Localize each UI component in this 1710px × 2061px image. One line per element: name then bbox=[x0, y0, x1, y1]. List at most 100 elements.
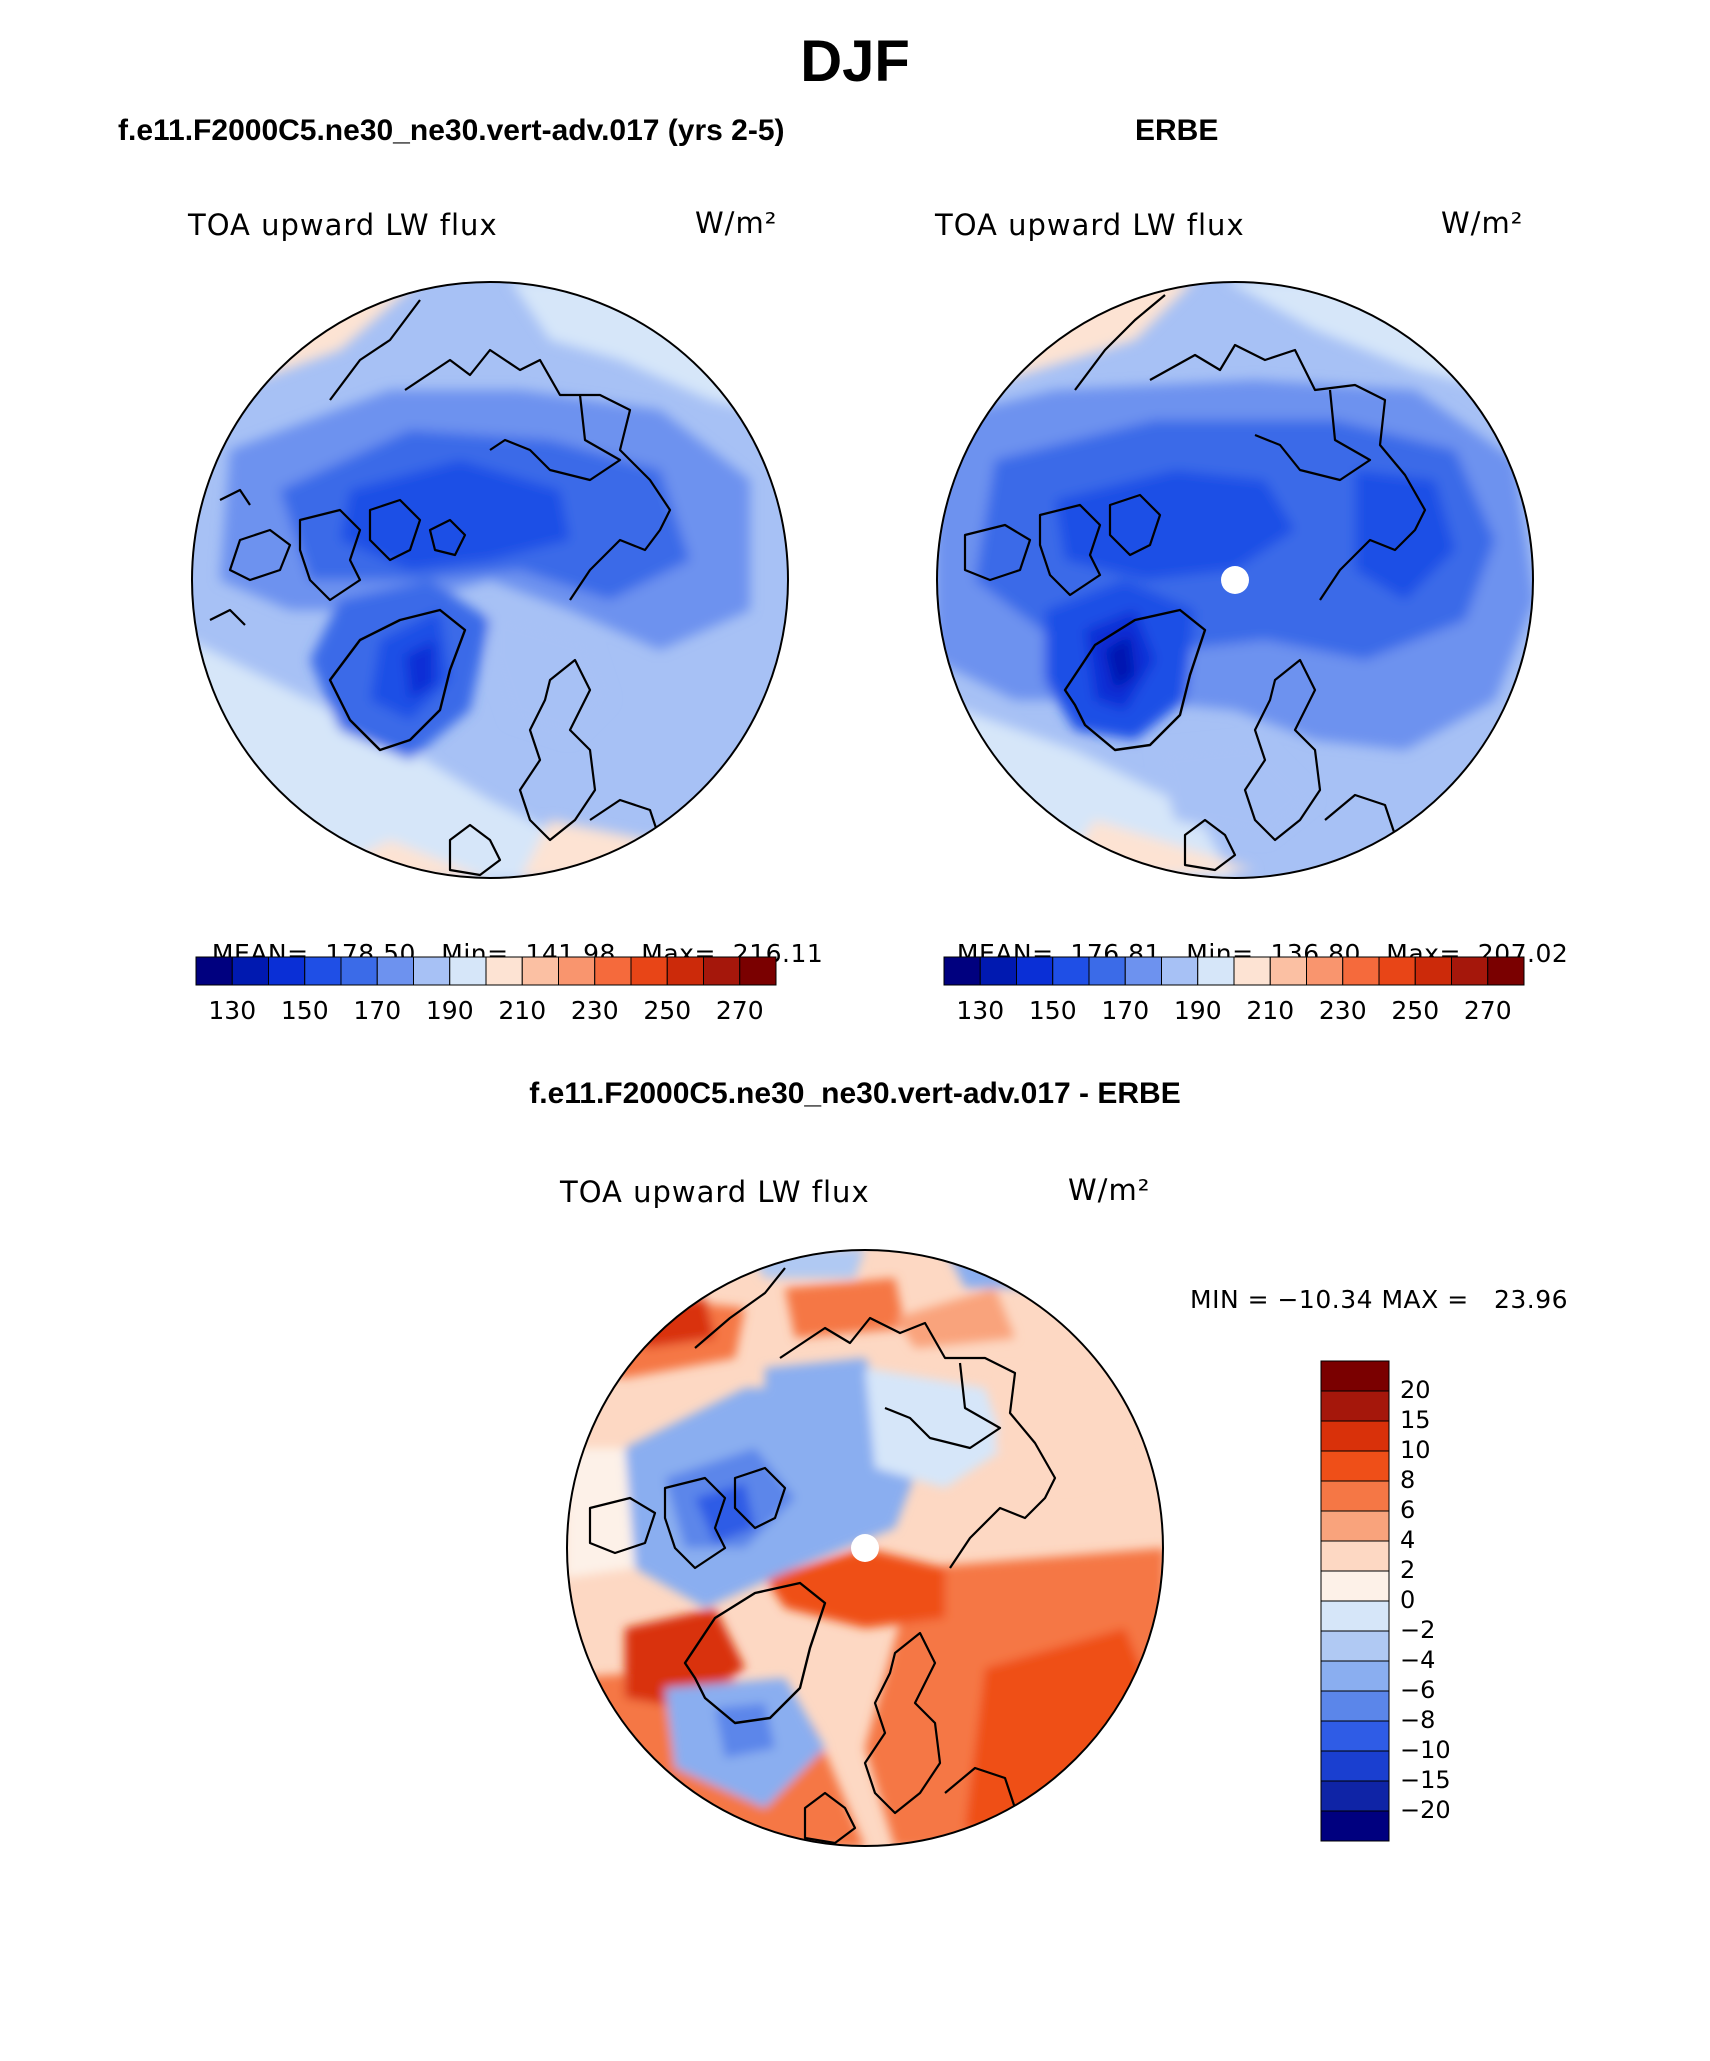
panel2-map-boundary bbox=[936, 281, 1534, 879]
panel1-colorbar-box-14 bbox=[703, 956, 741, 986]
panel1-colorbar-box-7 bbox=[449, 956, 487, 986]
panel3-colorbar-box-11 bbox=[1320, 1690, 1390, 1722]
panel3-colorbar-tick-label: −2 bbox=[1400, 1616, 1436, 1644]
panel1-colorbar-box-10 bbox=[558, 956, 596, 986]
panel3-colorbar-box-15 bbox=[1320, 1810, 1390, 1842]
panel3-colorbar-tick-label: 4 bbox=[1400, 1526, 1416, 1554]
panel1-map-boundary bbox=[191, 281, 789, 879]
panel2-colorbar-tick-label: 150 bbox=[1028, 996, 1077, 1025]
panel3-colorbar-box-2 bbox=[1320, 1420, 1390, 1452]
panel2-colorbar-box-5 bbox=[1124, 956, 1162, 986]
panel1-colorbar-tick-label: 270 bbox=[715, 996, 764, 1025]
panel2-colorbar-box-4 bbox=[1088, 956, 1126, 986]
panel3-colorbar-box-5 bbox=[1320, 1510, 1390, 1542]
panel3-colorbar-tick-label: −15 bbox=[1400, 1766, 1451, 1794]
panel2-colorbar-box-11 bbox=[1342, 956, 1380, 986]
panel2-colorbar-box-9 bbox=[1269, 956, 1307, 986]
panel1-colorbar bbox=[195, 956, 777, 986]
panel2-colorbar bbox=[943, 956, 1525, 986]
panel3-colorbar-tick-label: 2 bbox=[1400, 1556, 1416, 1584]
panel1-colorbar-box-15 bbox=[739, 956, 777, 986]
panel2-colorbar-box-10 bbox=[1306, 956, 1344, 986]
page-title: DJF bbox=[800, 29, 910, 94]
panel2-pole-missing-data bbox=[1221, 566, 1249, 594]
panel3-colorbar-box-9 bbox=[1320, 1630, 1390, 1662]
panel1-colorbar-box-13 bbox=[666, 956, 704, 986]
panel1-colorbar-tick-label: 250 bbox=[643, 996, 692, 1025]
panel2-colorbar-box-2 bbox=[1016, 956, 1054, 986]
panel1-coastlines bbox=[209, 299, 672, 877]
panel3-map-boundary bbox=[566, 1249, 1164, 1847]
panel3-colorbar-tick-label: −4 bbox=[1400, 1646, 1436, 1674]
panel2-colorbar-box-0 bbox=[943, 956, 981, 986]
panel3-polar-map bbox=[566, 1249, 1164, 1847]
panel1-colorbar-box-2 bbox=[268, 956, 306, 986]
panel1-colorbar-tick-label: 130 bbox=[208, 996, 257, 1025]
panel3-colorbar-tick-label: −6 bbox=[1400, 1676, 1436, 1704]
panel3-colorbar-box-6 bbox=[1320, 1540, 1390, 1572]
panel3-colorbar-box-0 bbox=[1320, 1360, 1390, 1392]
panel3-colorbar-box-1 bbox=[1320, 1390, 1390, 1422]
panel2-colorbar-tick-label: 170 bbox=[1101, 996, 1150, 1025]
panel1-colorbar-box-0 bbox=[195, 956, 233, 986]
panel2-colorbar-box-13 bbox=[1414, 956, 1452, 986]
panel3-variable: TOA upward LW flux bbox=[560, 1175, 870, 1209]
panel1-polar-map bbox=[191, 281, 789, 879]
panel2-colorbar-box-14 bbox=[1451, 956, 1489, 986]
panel2-title: ERBE bbox=[1135, 114, 1219, 147]
panel1-colorbar-tick-label: 170 bbox=[353, 996, 402, 1025]
panel1-colorbar-box-4 bbox=[340, 956, 378, 986]
panel1-units: W/m² bbox=[695, 206, 778, 240]
panel2-colorbar-tick-label: 190 bbox=[1173, 996, 1222, 1025]
panel2-colorbar-tick-label: 250 bbox=[1391, 996, 1440, 1025]
panel2-colorbar-box-7 bbox=[1197, 956, 1235, 986]
panel3-title: f.e11.F2000C5.ne30_ne30.vert-adv.017 - E… bbox=[529, 1077, 1181, 1110]
panel3-minmax: MIN = −10.34 MAX = 23.96 bbox=[1190, 1285, 1569, 1314]
panel3-colorbar-tick-label: −10 bbox=[1400, 1736, 1451, 1764]
panel1-colorbar-box-12 bbox=[630, 956, 668, 986]
panel2-polar-map bbox=[936, 281, 1534, 879]
panel1-colorbar-box-11 bbox=[594, 956, 632, 986]
panel2-colorbar-tick-label: 210 bbox=[1246, 996, 1295, 1025]
panel3-colorbar-box-10 bbox=[1320, 1660, 1390, 1692]
panel1-colorbar-box-9 bbox=[521, 956, 559, 986]
panel3-colorbar-tick-label: 0 bbox=[1400, 1586, 1416, 1614]
panel1-colorbar-box-8 bbox=[485, 956, 523, 986]
panel3-colorbar-tick-label: −8 bbox=[1400, 1706, 1436, 1734]
panel1-colorbar-box-3 bbox=[304, 956, 342, 986]
panel3-coastlines bbox=[588, 1267, 1057, 1845]
panel2-colorbar-box-3 bbox=[1052, 956, 1090, 986]
panel2-colorbar-box-1 bbox=[979, 956, 1017, 986]
panel3-colorbar-box-12 bbox=[1320, 1720, 1390, 1752]
panel3-colorbar-box-14 bbox=[1320, 1780, 1390, 1812]
panel3-colorbar-box-8 bbox=[1320, 1600, 1390, 1632]
panel2-colorbar-box-8 bbox=[1233, 956, 1271, 986]
panel1-variable: TOA upward LW flux bbox=[188, 208, 498, 242]
panel3-colorbar-tick-label: 6 bbox=[1400, 1496, 1416, 1524]
panel2-colorbar-tick-label: 130 bbox=[956, 996, 1005, 1025]
panel1-colorbar-tick-label: 230 bbox=[570, 996, 619, 1025]
panel1-title: f.e11.F2000C5.ne30_ne30.vert-adv.017 (yr… bbox=[118, 114, 785, 147]
panel2-colorbar-box-15 bbox=[1487, 956, 1525, 986]
panel1-colorbar-box-5 bbox=[376, 956, 414, 986]
panel3-units: W/m² bbox=[1068, 1173, 1151, 1207]
panel2-colorbar-tick-label: 230 bbox=[1318, 996, 1367, 1025]
panel3-colorbar-box-4 bbox=[1320, 1480, 1390, 1512]
panel3-colorbar bbox=[1320, 1360, 1390, 1842]
panel2-colorbar-tick-label: 270 bbox=[1463, 996, 1512, 1025]
panel2-colorbar-box-12 bbox=[1378, 956, 1416, 986]
panel1-colorbar-tick-label: 210 bbox=[498, 996, 547, 1025]
panel1-colorbar-tick-label: 190 bbox=[425, 996, 474, 1025]
panel2-coastlines bbox=[963, 294, 1427, 872]
panel3-colorbar-tick-label: 15 bbox=[1400, 1406, 1431, 1434]
panel1-colorbar-box-1 bbox=[231, 956, 269, 986]
panel1-colorbar-box-6 bbox=[413, 956, 451, 986]
panel1-colorbar-tick-label: 150 bbox=[280, 996, 329, 1025]
panel2-units: W/m² bbox=[1441, 206, 1524, 240]
panel2-variable: TOA upward LW flux bbox=[935, 208, 1245, 242]
panel3-pole-missing-data bbox=[851, 1534, 879, 1562]
panel2-colorbar-box-6 bbox=[1161, 956, 1199, 986]
panel3-colorbar-tick-label: 8 bbox=[1400, 1466, 1416, 1494]
panel3-colorbar-box-3 bbox=[1320, 1450, 1390, 1482]
panel3-colorbar-tick-label: 20 bbox=[1400, 1376, 1431, 1404]
